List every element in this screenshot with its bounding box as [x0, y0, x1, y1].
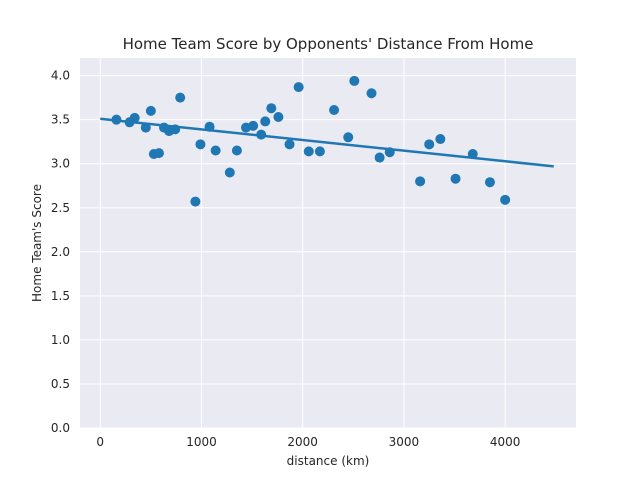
- scatter-point: [210, 145, 221, 156]
- scatter-point: [195, 139, 206, 150]
- scatter-point: [175, 92, 186, 103]
- y-axis-label: Home Team's Score: [30, 184, 44, 302]
- x-tick-label: 1000: [186, 435, 217, 449]
- scatter-point: [266, 103, 277, 114]
- y-tick-label: 1.5: [51, 289, 70, 303]
- x-tick-label: 4000: [490, 435, 521, 449]
- scatter-point: [500, 194, 511, 205]
- scatter-point: [170, 124, 181, 135]
- x-tick-label: 3000: [389, 435, 420, 449]
- scatter-point: [260, 116, 271, 127]
- scatter-point: [384, 147, 395, 158]
- y-tick-label: 2.0: [51, 245, 70, 259]
- scatter-point: [303, 146, 314, 157]
- x-axis-label: distance (km): [287, 454, 370, 468]
- chart-title: Home Team Score by Opponents' Distance F…: [123, 35, 534, 53]
- scatter-point: [204, 121, 215, 132]
- x-tick-label: 2000: [287, 435, 318, 449]
- scatter-point: [467, 149, 478, 160]
- x-tick-label: 0: [96, 435, 104, 449]
- scatter-point: [190, 196, 201, 207]
- grid-lines: [80, 58, 576, 429]
- y-tick-label: 2.5: [51, 201, 70, 215]
- scatter-point: [484, 177, 495, 188]
- scatter-point: [256, 129, 267, 140]
- scatter-point: [224, 167, 235, 178]
- scatter-point: [248, 120, 259, 131]
- scatter-point: [349, 75, 360, 86]
- y-tick-label: 4.0: [51, 69, 70, 83]
- scatter-point: [284, 139, 295, 150]
- scatter-point: [293, 82, 304, 93]
- scatter-point: [366, 88, 377, 99]
- scatter-point: [374, 152, 385, 163]
- tick-labels: 0 1000 2000 3000 4000 0.0 0.5 1.0 1.5 2.0 2.5 3.0 3.…: [51, 69, 521, 449]
- y-tick-label: 3.5: [51, 113, 70, 127]
- scatter-point: [329, 104, 340, 115]
- y-tick-label: 0.5: [51, 377, 70, 391]
- scatter-point: [435, 134, 446, 145]
- scatter-point: [153, 148, 164, 159]
- scatter-point: [450, 173, 461, 184]
- scatter-point: [231, 145, 242, 156]
- scatter-point: [140, 122, 151, 133]
- scatter-point: [314, 146, 325, 157]
- scatter-point: [129, 112, 140, 123]
- chart-marks: [100, 75, 554, 207]
- scatter-point: [273, 112, 284, 123]
- scatter-point: [111, 114, 122, 125]
- scatter-point: [343, 132, 354, 143]
- y-tick-label: 3.0: [51, 157, 70, 171]
- y-tick-label: 0.0: [51, 421, 70, 435]
- y-tick-label: 1.0: [51, 333, 70, 347]
- scatter-point: [145, 105, 156, 116]
- scatter-point: [415, 176, 426, 187]
- scatter-point: [424, 139, 435, 150]
